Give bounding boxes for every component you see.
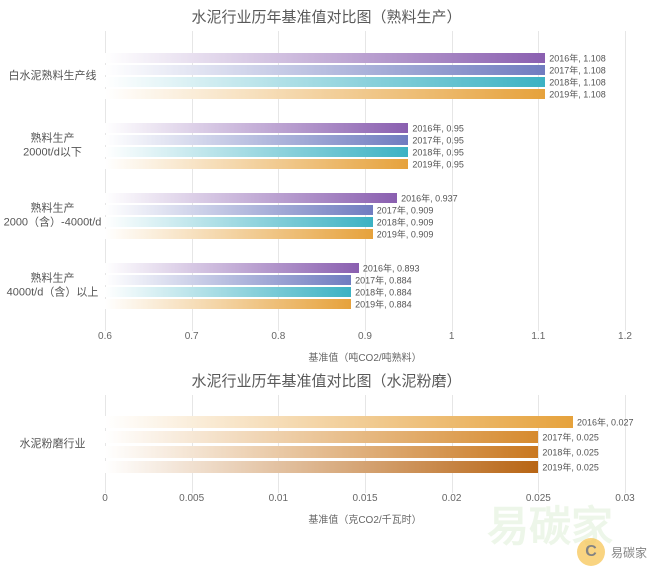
chart1-xtick: 1.1 <box>531 331 545 342</box>
chart1-title: 水泥行业历年基准值对比图（熟料生产） <box>0 0 653 27</box>
chart1-bar-1-1: 2017年, 0.95 <box>105 135 625 145</box>
chart1-bar-2-1: 2017年, 0.909 <box>105 205 625 215</box>
chart1-bar-0-3: 2019年, 1.108 <box>105 89 625 99</box>
chart1-bar-0-1: 2017年, 1.108 <box>105 65 625 75</box>
chart2-xtick: 0.02 <box>442 493 461 504</box>
chart1-bar-2-3-label: 2019年, 0.909 <box>377 228 434 241</box>
chart1-bar-2-2: 2018年, 0.909 <box>105 217 625 227</box>
chart2-xaxis: 00.0050.010.0150.020.0250.03 <box>105 493 625 509</box>
chart2-bar-0-3: 2019年, 0.025 <box>105 461 625 473</box>
chart1-xaxis-title: 基准值（吨CO2/吨熟料） <box>105 349 625 364</box>
chart1-xtick: 0.7 <box>185 331 199 342</box>
chart1-bar-1-3-label: 2019年, 0.95 <box>412 158 464 171</box>
chart2-xtick: 0.01 <box>269 493 288 504</box>
chart1-xtick: 1.2 <box>618 331 632 342</box>
chart1-group-1: 熟料生产2000t/d以下2016年, 0.952017年, 0.952018年… <box>105 123 625 169</box>
chart1-bar-0-2: 2018年, 1.108 <box>105 77 625 87</box>
chart2-bar-0-0-label: 2016年, 0.027 <box>577 415 634 428</box>
chart1-group-0: 白水泥熟料生产线2016年, 1.1082017年, 1.1082018年, 1… <box>105 53 625 99</box>
chart1-group-0-label: 白水泥熟料生产线 <box>0 69 105 83</box>
watermark: C 易碳家 <box>577 538 647 566</box>
chart1-xtick: 0.8 <box>271 331 285 342</box>
chart1-bar-3-1: 2017年, 0.884 <box>105 275 625 285</box>
chart2-bar-0-2-label: 2018年, 0.025 <box>542 445 599 458</box>
chart1-bar-1-0: 2016年, 0.95 <box>105 123 625 133</box>
chart1-bar-2-0: 2016年, 0.937 <box>105 193 625 203</box>
chart1-bar-3-3-label: 2019年, 0.884 <box>355 298 412 311</box>
chart2-xtick: 0.03 <box>615 493 634 504</box>
chart1-group-3: 熟料生产4000t/d（含）以上2016年, 0.8932017年, 0.884… <box>105 263 625 309</box>
chart1-group-2-label: 熟料生产2000（含）-4000t/d <box>0 202 105 231</box>
chart2-xtick: 0.025 <box>526 493 551 504</box>
chart2-bar-0-0: 2016年, 0.027 <box>105 416 625 428</box>
chart1-bar-1-2: 2018年, 0.95 <box>105 147 625 157</box>
chart1-xtick: 1 <box>449 331 455 342</box>
chart2-bar-0-3-label: 2019年, 0.025 <box>542 460 599 473</box>
chart1-bar-1-3: 2019年, 0.95 <box>105 159 625 169</box>
chart2-xtick: 0 <box>102 493 108 504</box>
chart2-group-0-label: 水泥粉磨行业 <box>0 437 105 451</box>
chart1-bar-3-0: 2016年, 0.893 <box>105 263 625 273</box>
chart1-group-2: 熟料生产2000（含）-4000t/d2016年, 0.9372017年, 0.… <box>105 193 625 239</box>
chart1-group-1-label: 熟料生产2000t/d以下 <box>0 132 105 161</box>
chart1-xtick: 0.6 <box>98 331 112 342</box>
chart1-bar-3-3: 2019年, 0.884 <box>105 299 625 309</box>
clinker-chart: 水泥行业历年基准值对比图（熟料生产） 白水泥熟料生产线2016年, 1.108 20… <box>0 0 653 364</box>
chart2-xaxis-title: 基准值（克CO2/千瓦时） <box>105 511 625 526</box>
chart2-xtick: 0.005 <box>179 493 204 504</box>
chart1-group-3-label: 熟料生产4000t/d（含）以上 <box>0 272 105 301</box>
chart2-bar-0-2: 2018年, 0.025 <box>105 446 625 458</box>
chart2-bar-0-1: 2017年, 0.025 <box>105 431 625 443</box>
chart1-bar-0-3-label: 2019年, 1.108 <box>549 88 606 101</box>
chart2-xtick: 0.015 <box>352 493 377 504</box>
chart1-xtick: 0.9 <box>358 331 372 342</box>
chart1-bar-3-2: 2018年, 0.884 <box>105 287 625 297</box>
grinding-chart: 水泥行业历年基准值对比图（水泥粉磨）水泥粉磨行业2016年, 0.0272017… <box>0 364 653 526</box>
chart1-bar-0-0: 2016年, 1.108 <box>105 53 625 63</box>
chart2-title: 水泥行业历年基准值对比图（水泥粉磨） <box>0 364 653 391</box>
chart2-bar-0-1-label: 2017年, 0.025 <box>542 430 599 443</box>
chart2-group-0: 水泥粉磨行业2016年, 0.0272017年, 0.0252018年, 0.0… <box>105 416 625 473</box>
watermark-logo-icon: C <box>577 538 605 566</box>
chart1-xaxis: 0.60.70.80.911.11.2 <box>105 331 625 347</box>
chart1-bar-2-3: 2019年, 0.909 <box>105 229 625 239</box>
watermark-brand: 易碳家 <box>611 544 647 561</box>
